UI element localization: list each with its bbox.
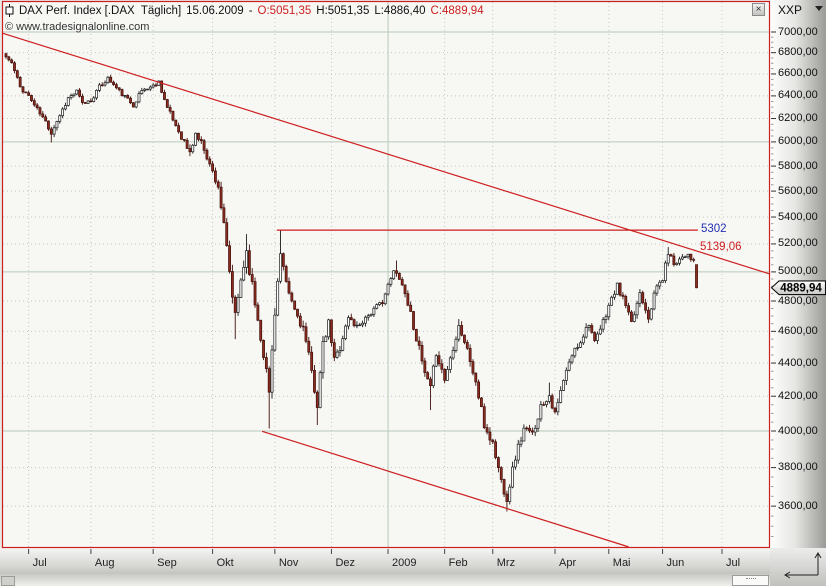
chart-pane[interactable] (2, 1, 770, 548)
price-tick-label: 6200,00 (778, 112, 818, 125)
price-tick-label: 4800,00 (778, 294, 818, 307)
price-tick-label: 6800,00 (778, 46, 818, 59)
price-tick-label: 7000,00 (778, 25, 818, 38)
price-tick-label: 5600,00 (778, 184, 818, 197)
price-tick-label: 4200,00 (778, 389, 818, 402)
chevron-down-icon[interactable] (815, 6, 823, 11)
price-axis[interactable]: 7000,00 6800,00 6600,00 6400,00 6200,00 6000,… (770, 0, 826, 548)
month-label: Feb (448, 557, 468, 569)
price-tick-label: 5800,00 (778, 159, 818, 172)
price-tick-label: 6400,00 (778, 89, 818, 102)
trendline_upper (1, 32, 771, 275)
price-tick-label: 5200,00 (778, 237, 818, 250)
time-axis[interactable]: Jul Aug Sep Okt Nov Dez 2009 Feb Mrz Apr Mai Jun Jul (0, 548, 770, 574)
price-tick-label: 4400,00 (778, 356, 818, 369)
candlestick-series (4, 52, 698, 512)
month-label: Jul (32, 557, 47, 569)
gridlines (3, 2, 769, 547)
horizontal-scrollbar[interactable] (0, 574, 770, 586)
reset-axes-icon[interactable] (770, 548, 826, 586)
price-axis-ticks (771, 31, 776, 537)
drawing-objects[interactable] (1, 32, 771, 548)
time-axis-ticks (28, 549, 723, 554)
axis-header-xxp[interactable]: XXP (778, 3, 803, 17)
price-tick-label: 5400,00 (778, 210, 818, 223)
last-price-tag: 4889,94 (770, 280, 826, 296)
month-label: Nov (278, 557, 299, 569)
month-label: Jun (666, 557, 685, 569)
price-tick-label: 6600,00 (778, 67, 818, 80)
svg-text:4889,94: 4889,94 (780, 283, 822, 295)
month-label: Sep (157, 557, 177, 569)
close-icon[interactable]: × (752, 3, 765, 16)
month-label: Okt (216, 557, 234, 569)
month-label: Dez (335, 557, 355, 569)
price-tick-label: 4600,00 (778, 324, 818, 337)
month-label: Jul (725, 557, 741, 569)
month-label: Apr (559, 557, 577, 569)
month-label: Aug (94, 557, 115, 569)
axis-corner (770, 548, 826, 586)
price-tick-label: 3800,00 (778, 461, 818, 474)
price-tick-label: 3600,00 (778, 499, 818, 512)
price-tick-label: 4000,00 (778, 424, 818, 437)
trendline_lower (261, 430, 629, 548)
price-tick-label: 6000,00 (778, 135, 818, 148)
month-label: Mai (612, 557, 631, 569)
active-pane-border (1, 0, 771, 549)
month-label: Mrz (496, 557, 516, 569)
month-label: 2009 (392, 557, 417, 569)
price-tick-label: 5000,00 (778, 265, 818, 278)
